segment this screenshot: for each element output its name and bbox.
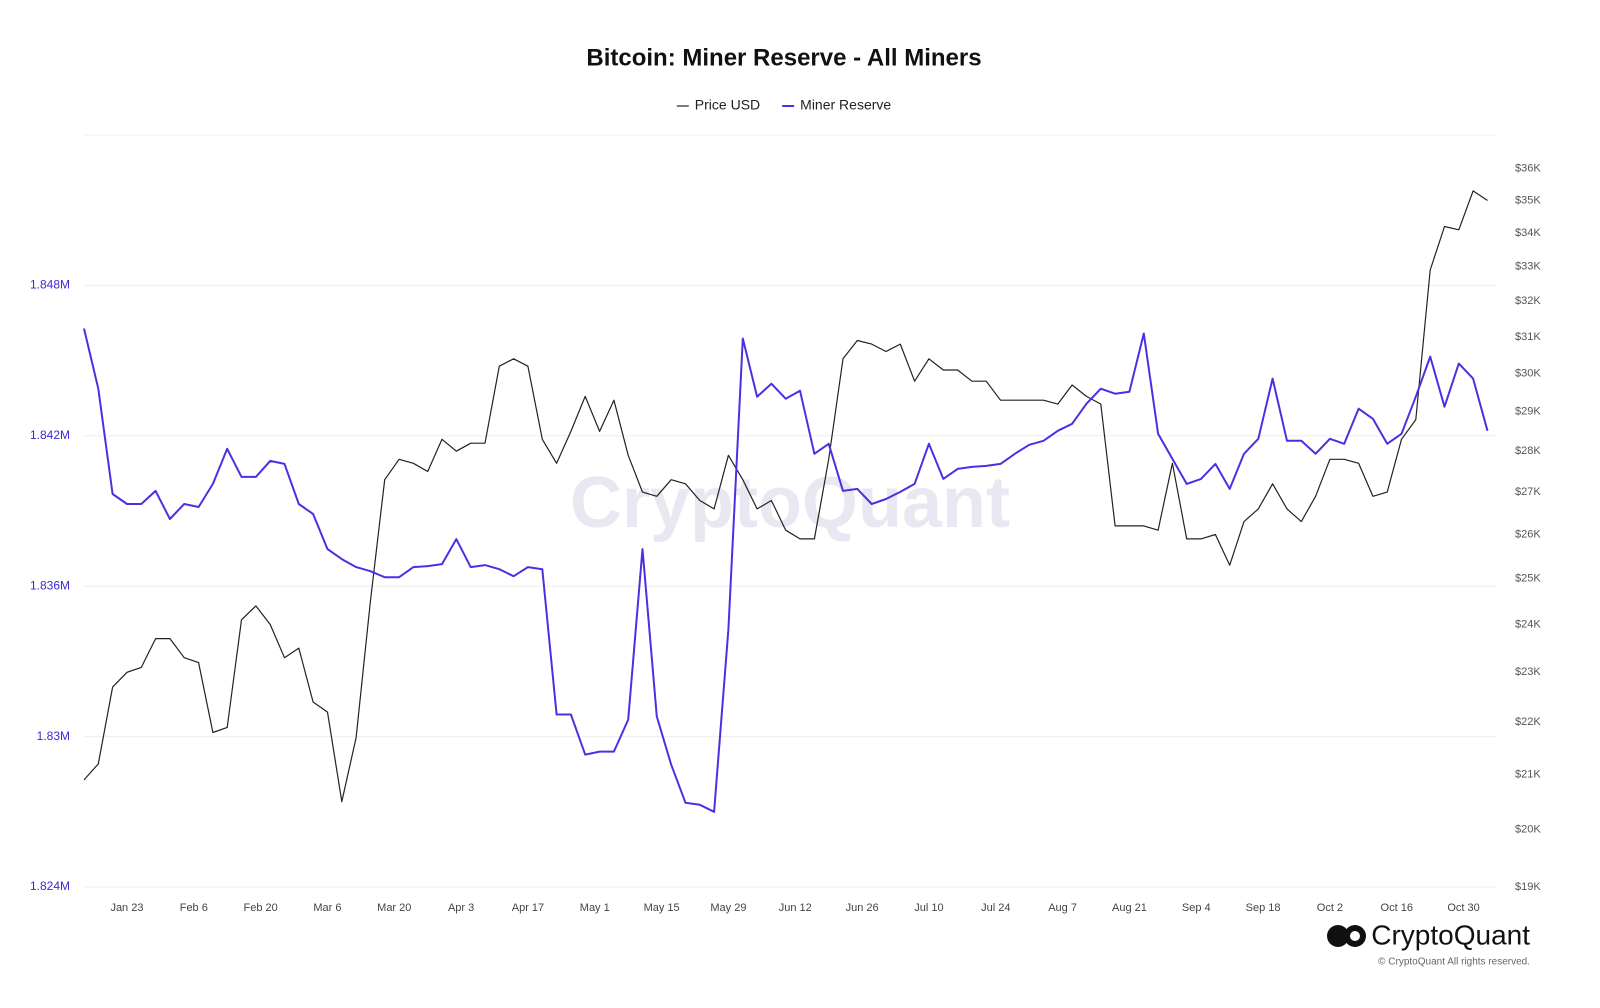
y-tick-label: 1.848M: [30, 278, 70, 292]
copyright: © CryptoQuant All rights reserved.: [1378, 957, 1530, 968]
series-line: [83, 190, 1488, 803]
x-tick-label: Mar 20: [377, 902, 411, 914]
y-tick-label: 1.842M: [30, 428, 70, 442]
y2-tick-label: $34K: [1515, 227, 1541, 239]
x-tick-label: Oct 2: [1317, 902, 1343, 914]
x-tick-label: Mar 6: [313, 902, 341, 914]
series-line: [83, 328, 1489, 813]
x-tick-label: Jan 23: [110, 902, 143, 914]
x-tick-label: Jun 26: [846, 902, 879, 914]
y-tick-label: 1.83M: [37, 729, 70, 743]
legend-label: Miner Reserve: [800, 97, 891, 113]
x-tick-label: May 29: [710, 902, 746, 914]
y2-tick-label: $21K: [1515, 768, 1541, 780]
y2-tick-label: $23K: [1515, 666, 1541, 678]
logo-shape: [1350, 931, 1360, 941]
x-tick-label: Feb 6: [180, 902, 208, 914]
y2-tick-label: $20K: [1515, 823, 1541, 835]
x-tick-label: Oct 30: [1447, 902, 1479, 914]
x-tick-label: Apr 3: [448, 902, 474, 914]
x-tick-label: Jul 24: [981, 902, 1010, 914]
y2-tick-label: $33K: [1515, 261, 1541, 273]
x-tick-label: Apr 17: [512, 902, 544, 914]
x-tick-label: Aug 7: [1048, 902, 1077, 914]
y2-tick-label: $26K: [1515, 528, 1541, 540]
y2-tick-label: $28K: [1515, 445, 1541, 457]
y2-tick-label: $25K: [1515, 573, 1541, 585]
y2-tick-label: $30K: [1515, 368, 1541, 380]
x-tick-label: May 15: [644, 902, 680, 914]
x-tick-label: Jul 10: [914, 902, 943, 914]
x-tick-label: Oct 16: [1381, 902, 1413, 914]
x-tick-label: Feb 20: [244, 902, 278, 914]
chart-title: Bitcoin: Miner Reserve - All Miners: [586, 44, 981, 71]
x-tick-label: Aug 21: [1112, 902, 1147, 914]
logo-shape: [1327, 925, 1349, 947]
grid: [84, 134, 1497, 888]
logo-icon: [1327, 925, 1366, 947]
y-tick-label: 1.836M: [30, 578, 70, 592]
legend-label: Price USD: [695, 97, 760, 113]
y2-tick-label: $35K: [1515, 194, 1541, 206]
y-tick-label: 1.824M: [30, 879, 70, 893]
y2-tick-label: $27K: [1515, 486, 1541, 498]
y2-tick-label: $19K: [1515, 881, 1541, 893]
y2-tick-label: $32K: [1515, 295, 1541, 307]
y2-tick-label: $36K: [1515, 163, 1541, 175]
logo-text: CryptoQuant: [1371, 919, 1530, 950]
y2-tick-label: $31K: [1515, 331, 1541, 343]
y2-tick-label: $24K: [1515, 618, 1541, 630]
x-tick-label: Sep 18: [1246, 902, 1281, 914]
x-tick-label: Sep 4: [1182, 902, 1211, 914]
legend: Price USD Miner Reserve: [676, 97, 891, 113]
x-tick-label: Jun 12: [779, 902, 812, 914]
watermark: CryptoQuant: [570, 463, 1010, 543]
y2-tick-label: $22K: [1515, 716, 1541, 728]
x-tick-label: May 1: [580, 902, 610, 914]
y2-tick-label: $29K: [1515, 406, 1541, 418]
